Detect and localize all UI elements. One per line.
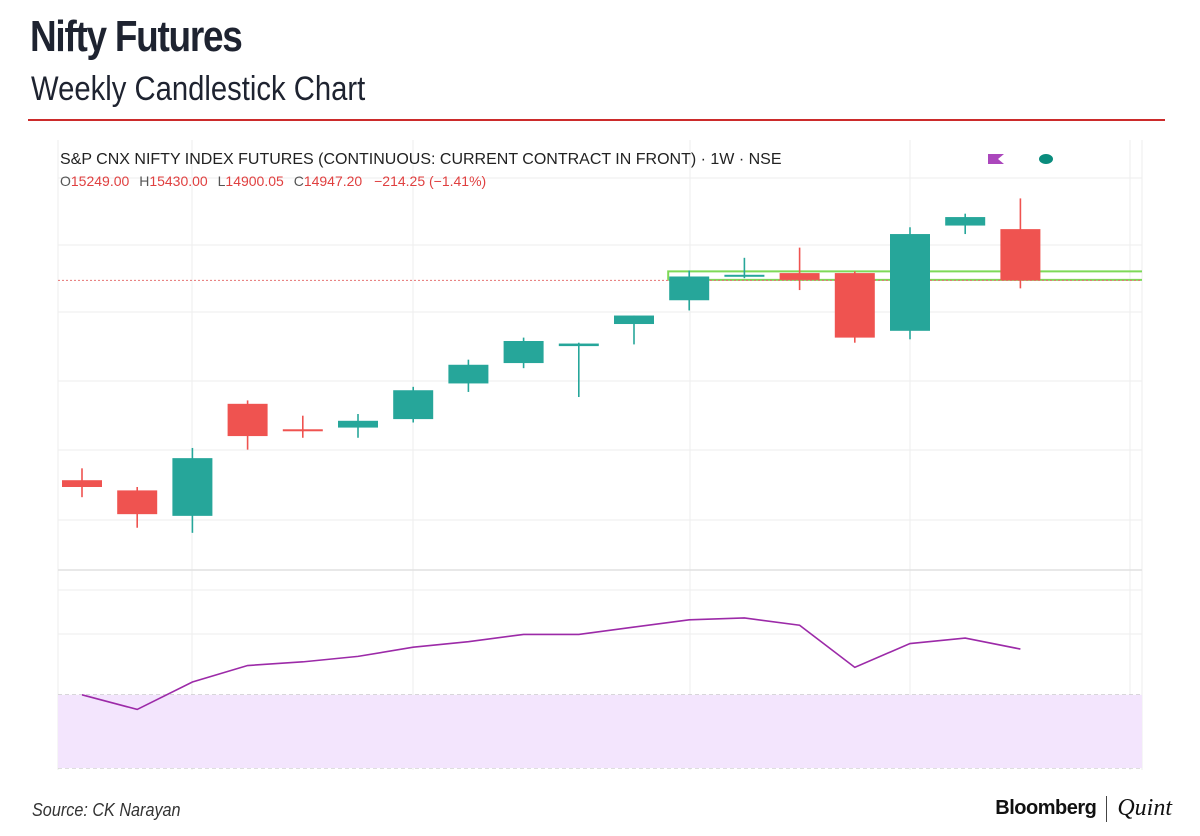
candle[interactable]	[282, 415, 323, 438]
high-label: H	[139, 173, 149, 189]
flag-icon[interactable]	[988, 154, 1004, 164]
candle-body	[1000, 229, 1041, 281]
candle[interactable]	[227, 400, 268, 450]
candle-body	[558, 343, 599, 347]
range-box-top	[667, 270, 1142, 280]
brand-main: Bloomberg	[995, 797, 1097, 819]
candle[interactable]	[558, 342, 599, 398]
candle[interactable]	[117, 487, 158, 528]
grid	[57, 140, 1143, 770]
change-value: −214.25 (−1.41%)	[374, 173, 486, 189]
low-label: L	[218, 173, 226, 189]
candle-body	[448, 364, 489, 384]
candle-body	[890, 234, 930, 331]
open-label: O	[60, 173, 71, 189]
candle[interactable]	[669, 270, 710, 311]
eye-icon[interactable]	[1039, 154, 1053, 164]
candle-body	[503, 341, 544, 364]
symbol-title: S&P CNX NIFTY INDEX FUTURES (CONTINUOUS:…	[60, 151, 782, 168]
chart-title: Nifty Futures	[30, 12, 243, 61]
candle[interactable]	[1000, 198, 1041, 289]
candle[interactable]	[393, 386, 434, 423]
ohlc-readout: O15249.00 H15430.00 L14900.05 C14947.20 …	[60, 173, 486, 189]
brand-logo: Bloomberg Quint	[995, 795, 1172, 822]
candle[interactable]	[834, 271, 875, 343]
candle[interactable]	[779, 247, 820, 291]
close-label: C	[294, 173, 304, 189]
candle-body	[669, 276, 710, 301]
chart-subtitle: Weekly Candlestick Chart	[31, 70, 366, 108]
candles	[62, 198, 1041, 533]
candle-body	[338, 420, 378, 428]
brand-separator	[1106, 795, 1108, 822]
title-divider	[28, 119, 1165, 121]
candle[interactable]	[338, 414, 378, 438]
high-value: 15430.00	[149, 173, 208, 189]
brand-sub: Quint	[1117, 795, 1172, 821]
candle-body	[282, 429, 323, 432]
candle-body	[945, 217, 986, 226]
candle-body	[614, 315, 654, 325]
candle-body	[172, 458, 213, 516]
indicator-line	[81, 617, 1021, 711]
candle[interactable]	[62, 468, 102, 498]
candle[interactable]	[945, 213, 986, 235]
candle[interactable]	[614, 315, 654, 345]
candle[interactable]	[724, 257, 765, 279]
source-note: Source: CK Narayan	[32, 800, 181, 820]
candle-body	[393, 390, 434, 420]
candle-body	[779, 273, 820, 280]
open-value: 15249.00	[71, 173, 130, 189]
candle-body	[117, 490, 158, 515]
candle-body	[834, 273, 875, 338]
candle[interactable]	[890, 227, 930, 340]
candle[interactable]	[172, 447, 213, 533]
candle[interactable]	[448, 359, 489, 392]
close-value: 14947.20	[304, 173, 363, 189]
indicator-zone	[58, 694, 1142, 768]
candle-body	[724, 274, 765, 277]
candle-body	[62, 480, 102, 487]
low-value: 14900.05	[225, 173, 284, 189]
candle[interactable]	[503, 337, 544, 369]
candle-body	[227, 403, 268, 437]
